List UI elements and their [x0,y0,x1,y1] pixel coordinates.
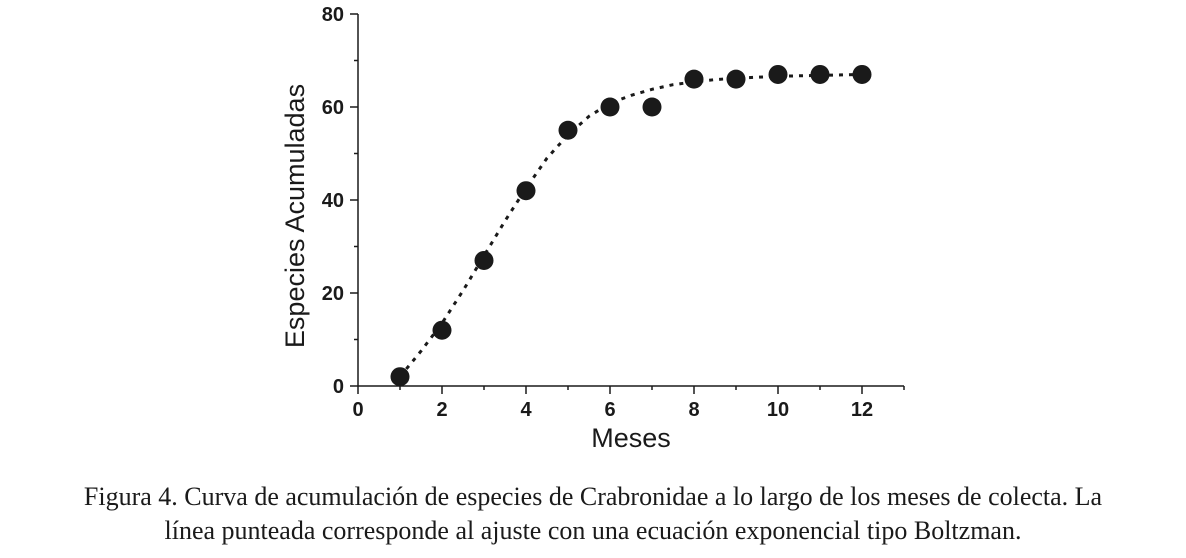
data-point [432,320,452,340]
caption-line-1: Figura 4. Curva de acumulación de especi… [83,482,1103,511]
data-point [558,120,578,140]
data-point [810,64,830,84]
data-point [390,367,410,387]
x-tick-label: 2 [436,399,447,421]
caption-line-2: línea punteada corresponde al ajuste con… [164,516,1022,545]
fit-curve-layer [398,72,863,378]
data-point [852,64,872,84]
data-point [600,97,620,117]
x-axis-title: Meses [591,423,671,453]
data-point [726,69,746,89]
accumulation-chart: 0 2 4 6 8 10 12 0 20 40 60 80 Meses Especies Acumul… [280,4,905,453]
y-axis-title: Especies Acumuladas [280,84,310,348]
y-tick-label: 80 [322,4,344,26]
x-tick-label: 6 [604,399,615,421]
data-point [768,64,788,84]
y-tick-label: 20 [322,283,344,305]
data-point [642,97,662,117]
x-tick-label: 8 [688,399,699,421]
data-point [474,250,494,270]
y-tick-label: 0 [333,376,344,398]
fit-curve [398,72,863,378]
axes: 0 2 4 6 8 10 12 0 20 40 60 80 [322,4,905,421]
x-tick-label: 0 [352,399,363,421]
figure-caption: Figura 4. Curva de acumulación de especi… [0,480,1186,548]
x-tick-label: 12 [851,399,873,421]
y-tick-label: 40 [322,190,344,212]
x-tick-label: 4 [520,399,532,421]
data-point [684,69,704,89]
x-tick-label: 10 [767,399,789,421]
data-points-layer [390,64,872,387]
y-tick-label: 60 [322,97,344,119]
data-point [516,181,536,201]
